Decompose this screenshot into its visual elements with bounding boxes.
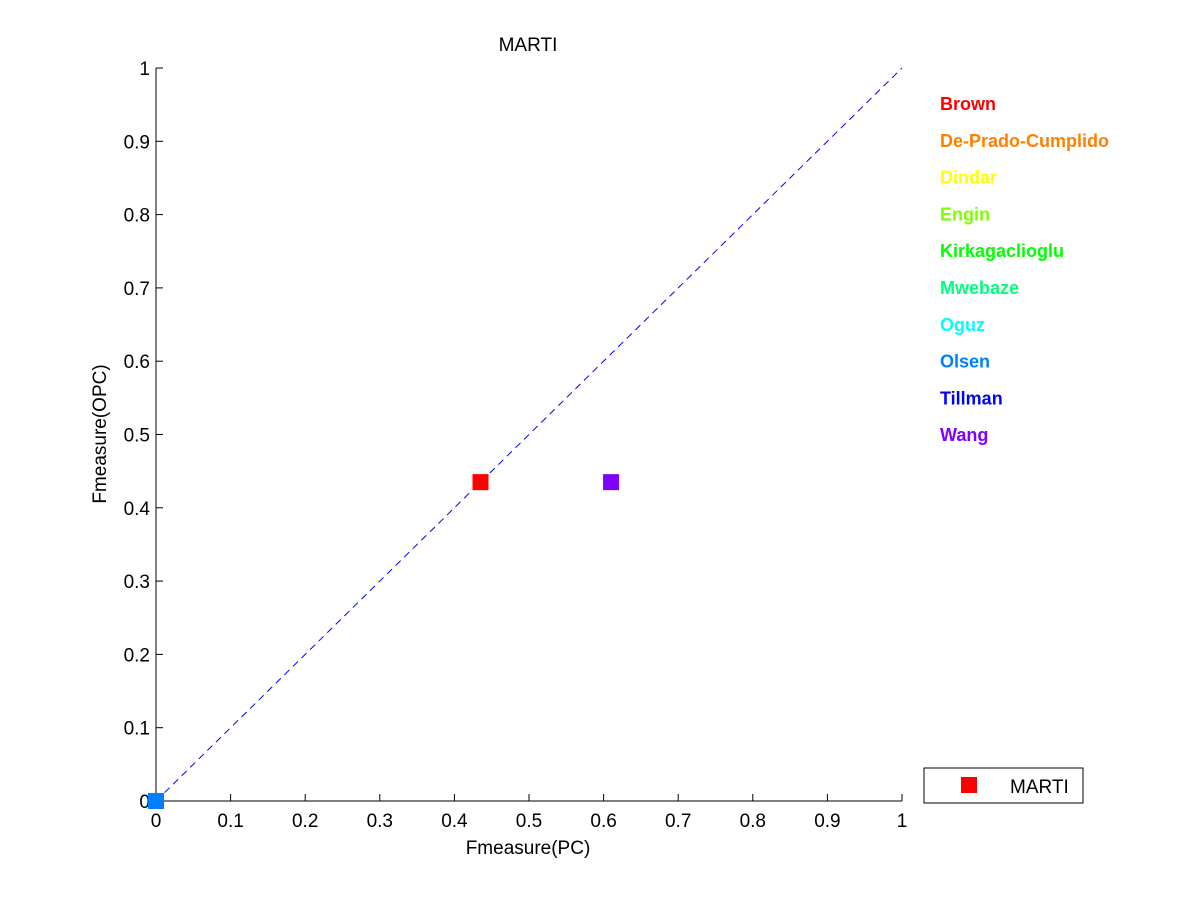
y-tick-label: 0.1 xyxy=(124,719,150,740)
x-tick-label: 0.6 xyxy=(590,811,616,832)
label-engin: Engin xyxy=(940,204,990,224)
label-de-prado-cumplido: De-Prado-Cumplido xyxy=(940,131,1109,151)
label-mwebaze: Mwebaze xyxy=(940,278,1019,298)
x-tick-label: 0.8 xyxy=(740,811,766,832)
x-ticks: 0 0.1 0.2 0.3 0.4 0.5 0.6 0.7 0.8 0.9 1 xyxy=(151,794,908,832)
y-axis-title: Fmeasure(OPC) xyxy=(90,364,111,503)
y-tick-label: 0.4 xyxy=(124,499,151,520)
author-color-labels: Brown De-Prado-Cumplido Dindar Engin Kirkaga… xyxy=(940,94,1109,445)
label-brown: Brown xyxy=(940,94,996,114)
y-tick-label: 0.9 xyxy=(124,132,150,153)
x-tick-label: 0.4 xyxy=(441,811,468,832)
data-point-wang xyxy=(603,474,620,491)
x-tick-label: 1 xyxy=(897,811,908,832)
y-tick-label: 0 xyxy=(139,792,150,813)
y-tick-label: 0.6 xyxy=(124,352,150,373)
x-tick-label: 0 xyxy=(151,811,162,832)
legend-label: MARTI xyxy=(1010,777,1069,798)
x-tick-label: 0.1 xyxy=(217,811,243,832)
x-tick-label: 0.2 xyxy=(292,811,318,832)
data-points xyxy=(148,474,620,809)
label-olsen: Olsen xyxy=(940,352,990,372)
x-tick-label: 0.5 xyxy=(516,811,542,832)
label-dindar: Dindar xyxy=(940,168,997,188)
data-point-brown xyxy=(472,474,489,491)
y-tick-label: 0.3 xyxy=(124,572,150,593)
data-point-olsen xyxy=(148,793,164,809)
legend-marker xyxy=(961,777,977,793)
legend[interactable]: MARTI xyxy=(923,767,1084,804)
y-tick-label: 0.5 xyxy=(124,426,150,447)
y-tick-label: 0.7 xyxy=(124,279,150,300)
y-ticks: 0 0.1 0.2 0.3 0.4 0.5 0.6 0.7 0.8 0.9 1 xyxy=(124,59,163,813)
legend-box xyxy=(923,767,1084,804)
label-kirkagaclioglu: Kirkagaclioglu xyxy=(940,241,1064,261)
y-tick-label: 0.8 xyxy=(124,206,150,227)
y-tick-label: 0.2 xyxy=(124,645,150,666)
x-tick-label: 0.7 xyxy=(665,811,691,832)
y-tick-label: 1 xyxy=(139,59,150,80)
label-oguz: Oguz xyxy=(940,315,985,335)
reference-diagonal-line xyxy=(155,67,903,802)
x-tick-label: 0.9 xyxy=(814,811,840,832)
x-axis-title: Fmeasure(PC) xyxy=(466,838,591,859)
label-tillman: Tillman xyxy=(940,388,1003,408)
chart-title: MARTI xyxy=(499,35,558,56)
x-tick-label: 0.3 xyxy=(367,811,393,832)
label-wang: Wang xyxy=(940,425,988,445)
